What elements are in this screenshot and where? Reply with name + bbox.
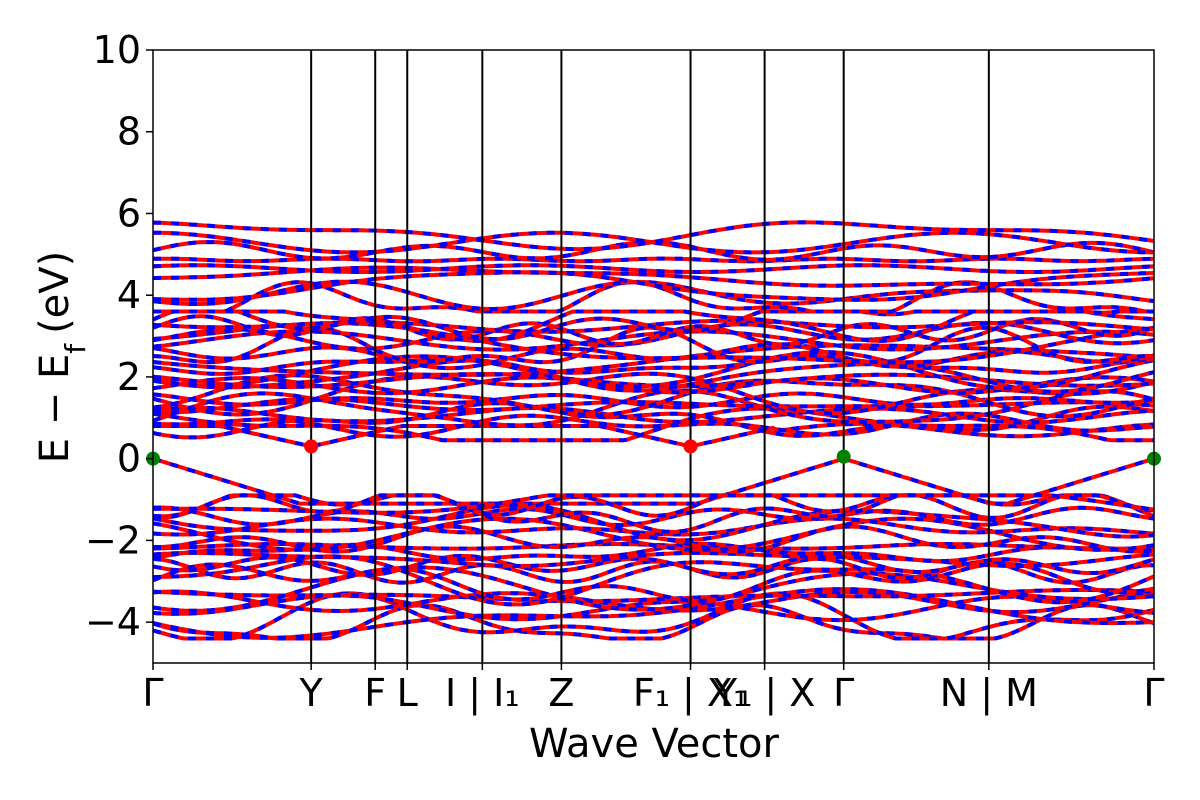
band-spin-down: [152, 373, 1155, 419]
band-spin-down: [152, 279, 1155, 312]
band-spin-down: [152, 270, 1155, 302]
band-spin-down: [152, 505, 1155, 528]
band-spin-down: [152, 329, 1155, 352]
x-tick-label: Z: [548, 671, 574, 715]
x-tick-label: Y₁ | X: [713, 671, 815, 716]
band-spin-down: [152, 372, 1155, 389]
band-spin-down: [153, 309, 1154, 342]
band-spin-down: [152, 358, 1155, 394]
band-spin-down: [152, 220, 1155, 252]
y-tick-label: 8: [117, 110, 141, 154]
y-axis-label-unit: (eV): [32, 251, 78, 334]
band-spin-down: [152, 587, 1155, 640]
cbm-marker: [304, 439, 319, 454]
band-spin-down: [152, 588, 1155, 604]
band-spin-down: [152, 350, 1155, 391]
band-spin-down: [152, 550, 1155, 568]
band-spin-down: [152, 456, 1155, 506]
y-axis-label-sub: f: [59, 343, 92, 354]
band-spin-down: [152, 320, 1155, 351]
bands-layer: [152, 220, 1155, 641]
y-tick-label: 0: [117, 437, 141, 481]
y-ticks: −4 −2 0 2 4 6 8 10: [85, 28, 153, 644]
band-spin-down: [152, 411, 1155, 439]
plot-frame: [152, 49, 1155, 664]
x-tick-label: Γ: [833, 671, 854, 715]
y-axis-label: E − Ef (eV): [32, 251, 92, 464]
svg-text:E − Ef(eV): E − Ef (eV): [32, 251, 92, 464]
band-spin-down: [152, 553, 1155, 577]
x-tick-label: N | M: [940, 671, 1038, 716]
band-spin-down: [152, 405, 1155, 425]
x-tick-label: F: [364, 671, 386, 715]
band-spin-down: [152, 388, 1155, 428]
band-spin-down: [152, 318, 1155, 334]
x-tick-label: Y: [299, 671, 324, 715]
band-spin-down: [152, 263, 1155, 274]
band-spin-down: [152, 603, 1155, 641]
band-spin-down: [152, 325, 1155, 365]
band-spin-down: [153, 493, 1155, 515]
x-tick-label: F₁ | X₁: [633, 671, 748, 716]
band-spin-down: [153, 230, 1154, 255]
vbm-marker: [836, 449, 851, 464]
y-tick-label: 10: [93, 28, 141, 72]
y-tick-label: 2: [117, 355, 141, 399]
band-spin-down: [152, 354, 1155, 376]
y-tick-label: 4: [117, 273, 141, 317]
band-spin-down: [152, 516, 1155, 537]
cbm-marker: [683, 439, 698, 454]
y-tick-label: −4: [85, 600, 141, 644]
band-spin-down: [152, 503, 1155, 543]
band-spin-down: [153, 421, 1155, 449]
x-tick-label: L: [397, 671, 418, 715]
x-tick-label: Γ: [142, 671, 163, 715]
y-tick-label: 6: [117, 191, 141, 235]
x-tick-label: Γ: [1143, 671, 1164, 715]
y-tick-label: −2: [85, 518, 141, 562]
x-axis-label: Wave Vector: [529, 721, 780, 767]
kpoint-lines: [310, 50, 990, 663]
band-spin-down: [152, 591, 1155, 641]
x-tick-label: I | I₁: [445, 671, 520, 716]
y-axis-label-main: E − E: [32, 354, 78, 464]
band-spin-up: [152, 493, 1155, 534]
band-spin-down: [152, 343, 1155, 377]
